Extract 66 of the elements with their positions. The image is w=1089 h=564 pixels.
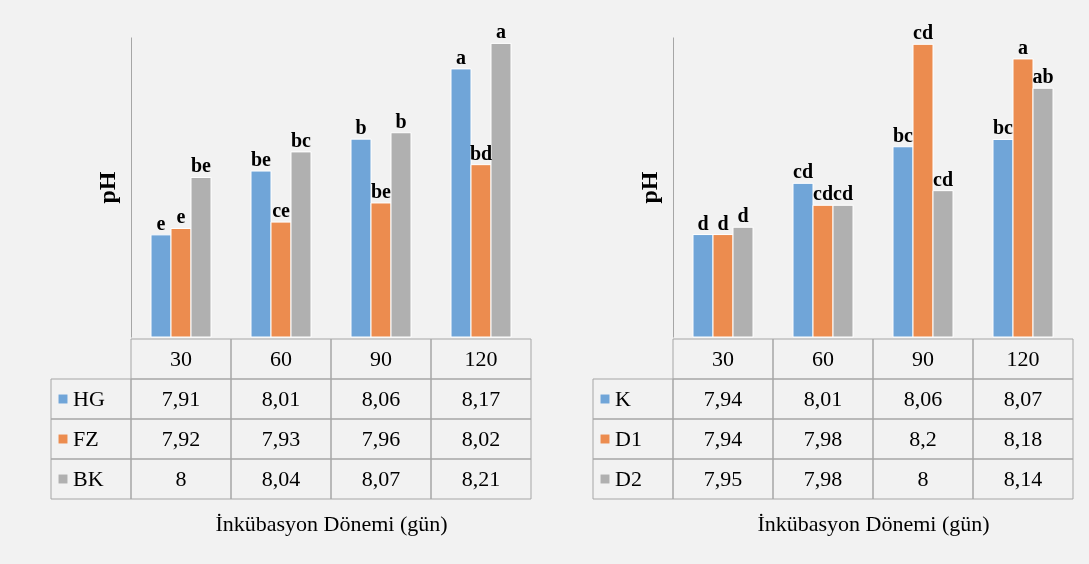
annotation: a — [496, 20, 506, 43]
annotation: bc — [993, 116, 1014, 139]
annotation: d — [697, 211, 709, 234]
data-label: 7,94 — [703, 386, 743, 411]
annotation: cd — [913, 21, 933, 44]
legend-label: BK — [73, 466, 104, 491]
data-label: 8,14 — [1003, 466, 1043, 491]
annotation: cd — [793, 160, 813, 183]
legend-label: D1 — [615, 426, 642, 451]
x-tick-label: 120 — [464, 346, 498, 371]
data-label: 8,21 — [461, 466, 501, 491]
annotation: be — [371, 179, 392, 202]
data-label: 8,07 — [361, 466, 401, 491]
annotation: e — [176, 205, 186, 228]
legend-label: FZ — [73, 426, 99, 451]
annotation: cd — [933, 167, 953, 190]
data-label: 7,94 — [703, 426, 743, 451]
data-label: 8,07 — [1003, 386, 1043, 411]
x-tick-label: 120 — [1006, 346, 1040, 371]
data-label: 8,18 — [1003, 426, 1043, 451]
annotation: cd — [813, 182, 833, 205]
legend-label: K — [615, 386, 631, 411]
data-label: 7,95 — [703, 466, 743, 491]
data-label: 8,2 — [909, 426, 937, 451]
data-label: 8 — [917, 466, 929, 491]
data-label: 7,96 — [361, 426, 401, 451]
data-label: 8,06 — [903, 386, 943, 411]
annotation: a — [1018, 35, 1028, 58]
data-label: 8 — [175, 466, 187, 491]
annotation: bd — [469, 141, 493, 164]
x-tick-label: 30 — [170, 346, 192, 371]
annotation: e — [156, 211, 166, 234]
data-label: 8,01 — [803, 386, 843, 411]
data-label: 8,01 — [261, 386, 301, 411]
x-tick-label: 90 — [370, 346, 392, 371]
data-label: 7,91 — [161, 386, 201, 411]
data-label: 8,17 — [461, 386, 501, 411]
data-label: 8,02 — [461, 426, 501, 451]
annotation: d — [717, 211, 729, 234]
y-axis-title: pH — [93, 171, 120, 204]
x-axis-title: İnkübasyon Dönemi (gün) — [757, 510, 990, 536]
annotation: a — [456, 45, 466, 68]
annotation: b — [395, 109, 407, 132]
data-label: 7,92 — [161, 426, 201, 451]
x-tick-label: 60 — [270, 346, 292, 371]
data-label: 7,98 — [803, 426, 843, 451]
legend-label: HG — [73, 386, 105, 411]
x-axis-title: İnkübasyon Dönemi (gün) — [215, 510, 448, 536]
annotation: ce — [272, 199, 290, 222]
data-label: 8,06 — [361, 386, 401, 411]
x-tick-label: 90 — [912, 346, 934, 371]
data-label: 7,98 — [803, 466, 843, 491]
annotation: be — [191, 154, 212, 177]
annotation: ab — [1032, 65, 1054, 88]
annotation: bc — [893, 123, 914, 146]
x-tick-label: 60 — [812, 346, 834, 371]
annotation: d — [737, 204, 749, 227]
annotation: bc — [291, 128, 312, 151]
annotation: cd — [833, 182, 853, 205]
annotation: be — [251, 148, 272, 171]
data-label: 7,93 — [261, 426, 301, 451]
data-label: 8,04 — [261, 466, 301, 491]
x-tick-label: 30 — [712, 346, 734, 371]
annotation: b — [355, 116, 367, 139]
y-axis-title: pH — [635, 171, 662, 204]
legend-label: D2 — [615, 466, 642, 491]
